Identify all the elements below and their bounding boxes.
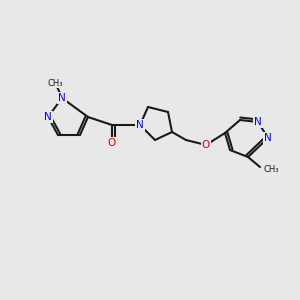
Text: N: N [136, 120, 144, 130]
Text: CH₃: CH₃ [47, 79, 63, 88]
Text: N: N [58, 93, 66, 103]
Text: N: N [264, 133, 272, 143]
Text: CH₃: CH₃ [264, 164, 280, 173]
Text: N: N [254, 117, 262, 127]
Text: N: N [44, 112, 52, 122]
Text: O: O [202, 140, 210, 150]
Text: O: O [108, 138, 116, 148]
